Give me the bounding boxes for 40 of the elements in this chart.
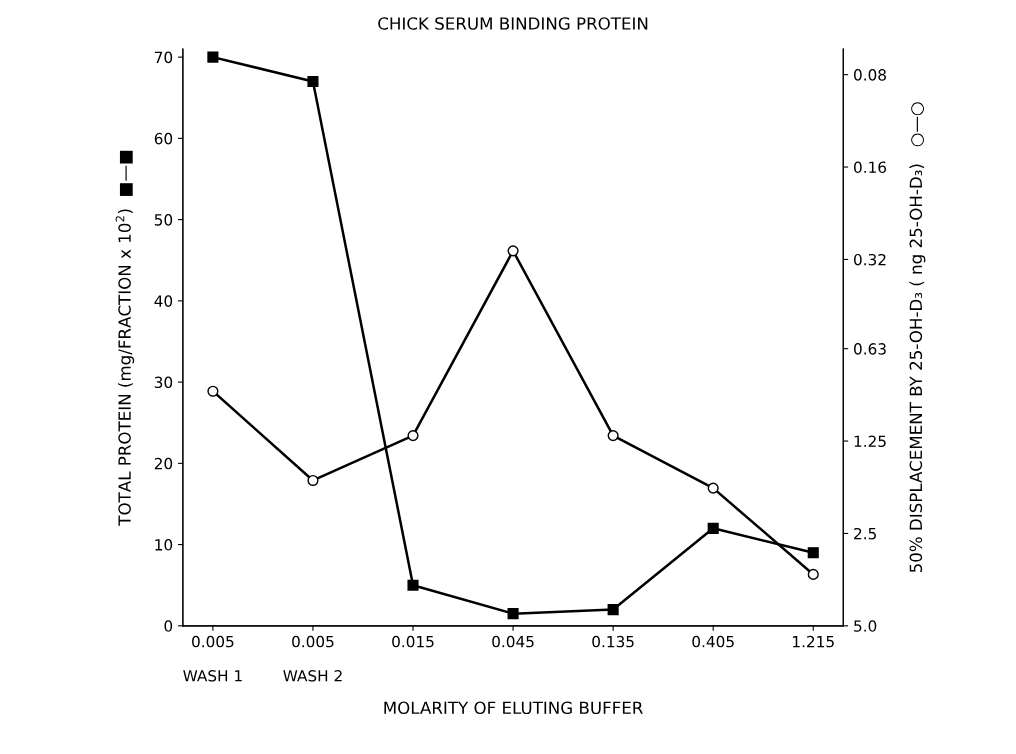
chart-title: CHICK SERUM BINDING PROTEIN xyxy=(378,17,648,30)
point xyxy=(507,245,519,257)
x-axis-title: MOLARITY OF ELUTING BUFFER xyxy=(384,701,643,715)
y2-tick-label: 0.16 xyxy=(854,161,887,174)
point xyxy=(407,579,419,591)
y-tick-label: 60 xyxy=(154,132,173,145)
point xyxy=(507,608,519,620)
point xyxy=(707,522,719,534)
point xyxy=(207,51,219,63)
category-label: 0.005 WASH 2 xyxy=(283,635,342,682)
y2-tick-label: 2.5 xyxy=(854,527,876,540)
y-tick-label: 40 xyxy=(154,295,173,307)
x-tick-label: 0.405 xyxy=(692,635,734,648)
point xyxy=(607,430,619,442)
y-tick-label: 10 xyxy=(155,539,173,551)
x-tick-label: 0.015 xyxy=(392,635,434,648)
y-axis-title: TOTAL PROTEIN (mg/FRACTION x 10$^{2}$) ■—■ xyxy=(115,150,135,526)
y-tick-label: 70 xyxy=(154,51,173,64)
y2-tick-label: 5.0 xyxy=(854,620,877,632)
point xyxy=(307,75,319,88)
y2-axis-title: 50% DISPLACEMENT BY 25-OH-D₃ ( ng 25-OH-D₃) ○—○ xyxy=(909,102,926,573)
category-label: 0.005 WASH 1 xyxy=(183,635,242,682)
x-tick-label: 1.215 xyxy=(793,635,834,648)
point xyxy=(307,474,319,487)
point xyxy=(807,547,819,559)
point xyxy=(207,385,219,397)
y-tick-label: 0 xyxy=(164,620,173,632)
y2-tick-label: 0.63 xyxy=(854,343,886,355)
y2-tick-label: 0.32 xyxy=(854,253,886,266)
y-tick-label: 30 xyxy=(154,376,173,389)
x-tick-label: 0.135 xyxy=(592,635,634,648)
x-tick-label: 0.045 xyxy=(492,635,534,648)
y2-tick-label: 0.08 xyxy=(854,69,886,81)
point xyxy=(807,568,819,580)
point xyxy=(407,430,419,442)
y-tick-label: 50 xyxy=(154,214,173,226)
point xyxy=(607,604,619,616)
y2-tick-label: 1.25 xyxy=(854,435,886,448)
point xyxy=(707,482,719,494)
y-tick-label: 20 xyxy=(154,457,173,470)
